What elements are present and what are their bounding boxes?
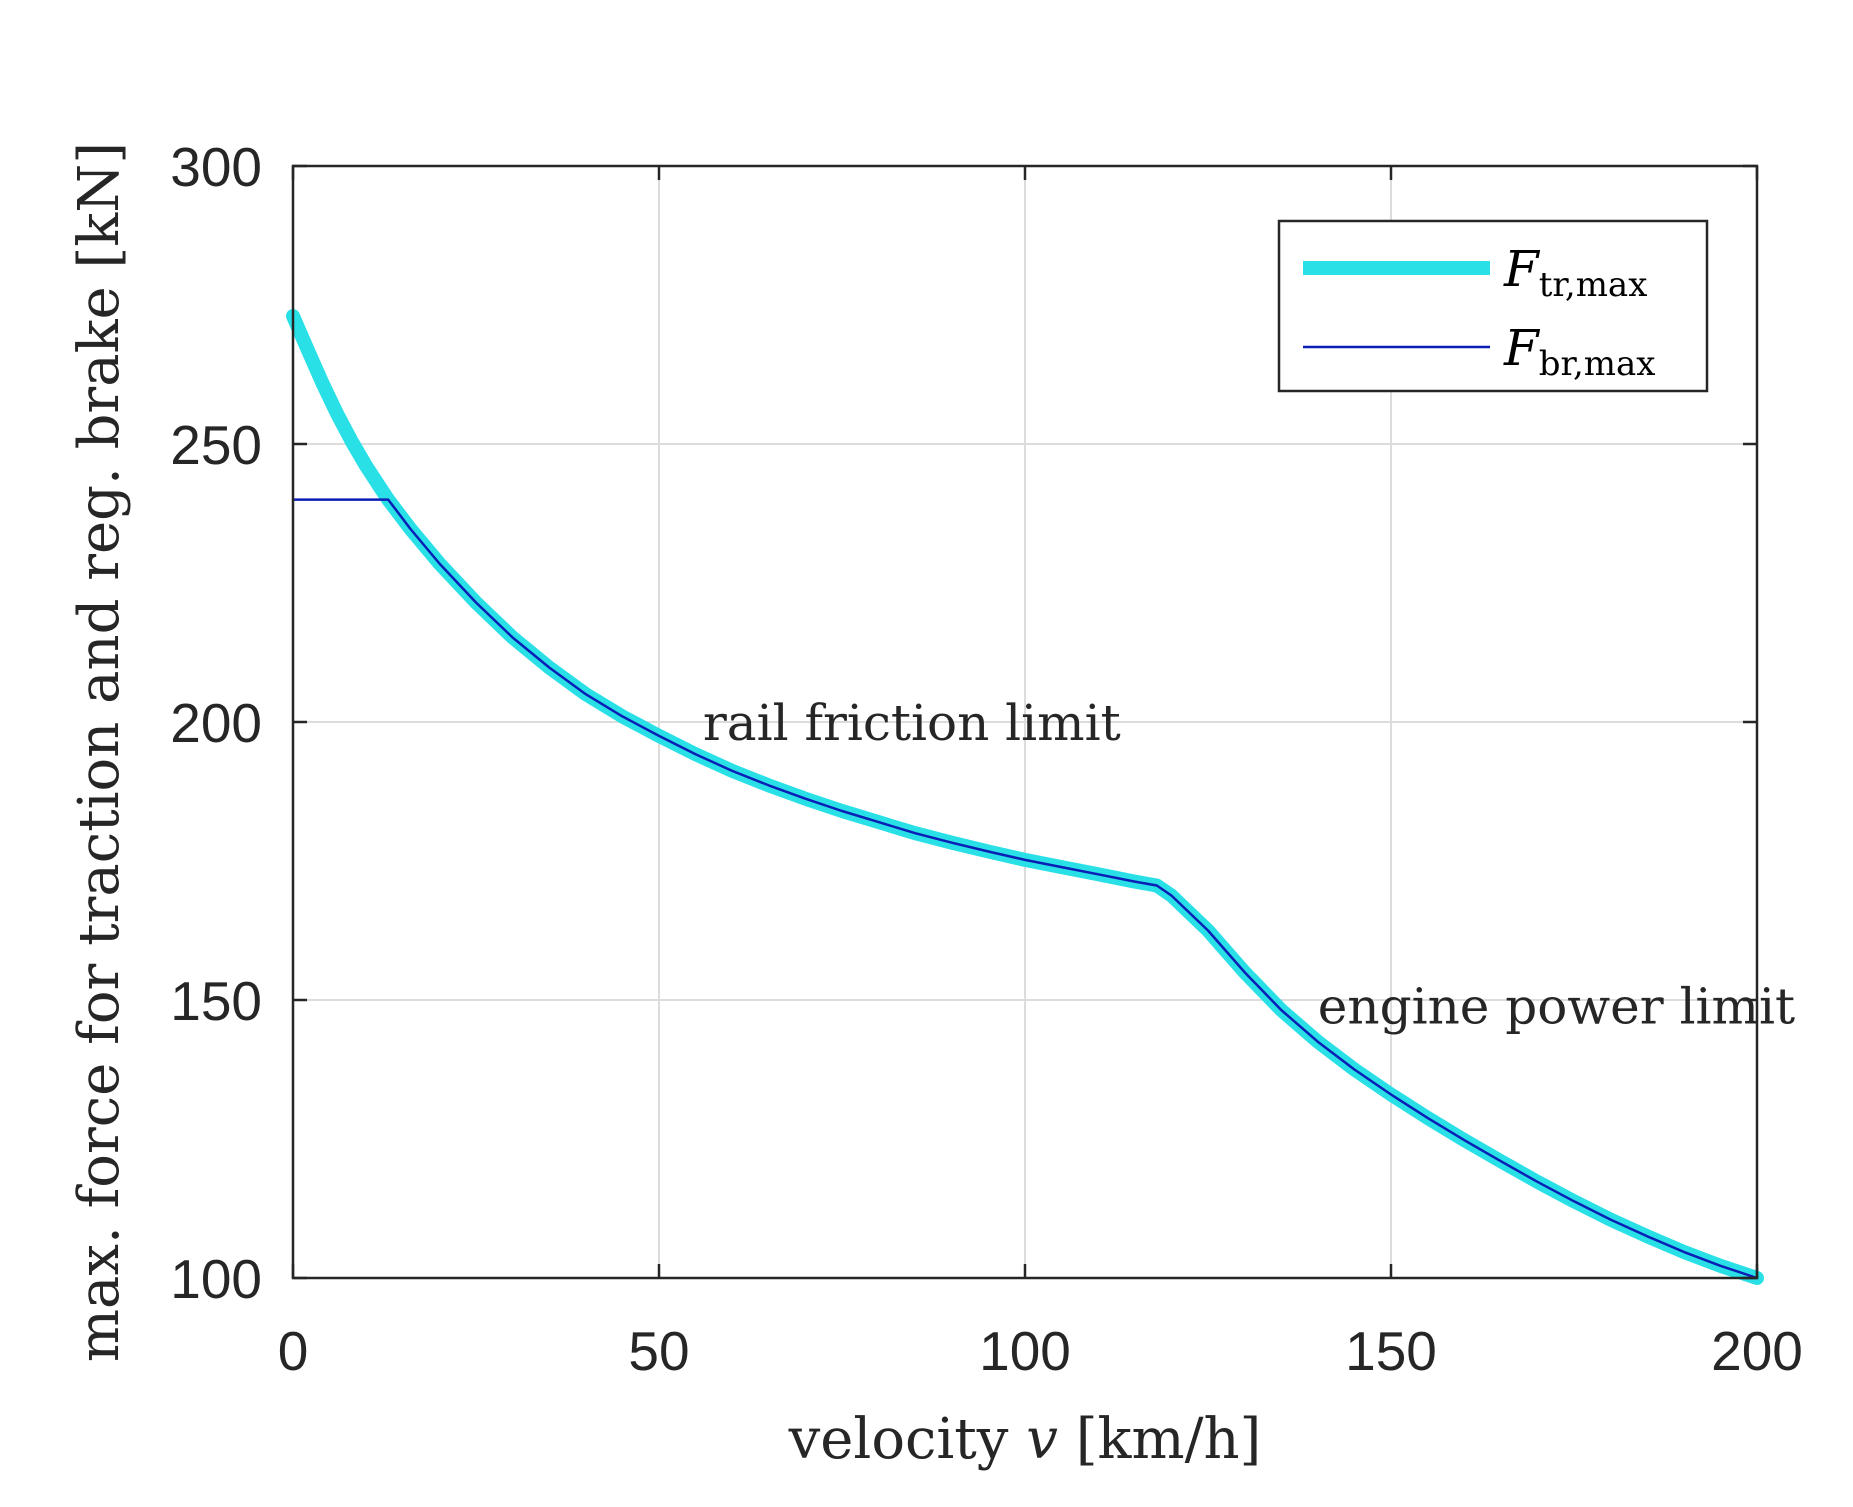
x-tick-label: 0 (278, 1320, 309, 1382)
legend-label-tr: Ftr,max (1503, 240, 1647, 305)
y-tick-label: 300 (170, 136, 262, 198)
y-tick-label: 100 (170, 1248, 262, 1310)
x-axis-label: velocity v [km/h] (788, 1407, 1262, 1472)
x-tick-label: 200 (1711, 1320, 1803, 1382)
y-tick-label: 250 (170, 414, 262, 476)
legend-label-br-main: F (1503, 319, 1541, 377)
annotations: rail friction limit engine power limit (703, 694, 1795, 1036)
x-axis-label-post: [km/h] (1058, 1407, 1261, 1472)
annotation-label: engine power limit (1318, 978, 1795, 1036)
y-tick-label: 200 (170, 692, 262, 754)
x-tick-label: 100 (979, 1320, 1071, 1382)
legend-label-br-sub: br,max (1539, 344, 1656, 384)
legend-box (1277, 219, 1709, 393)
legend-label-br: Fbr,max (1503, 319, 1655, 384)
y-axis-label: max. force for traction and reg. brake [… (67, 142, 132, 1362)
x-axis-label-pre: velocity (788, 1407, 1027, 1472)
annotation-label: rail friction limit (703, 694, 1121, 752)
x-axis-label-var: v (1026, 1407, 1058, 1472)
x-tick-label: 150 (1345, 1320, 1437, 1382)
series-lines (286, 309, 1764, 1285)
series-line-br-max (291, 498, 1759, 1280)
x-tick-label: 50 (628, 1320, 689, 1382)
y-tick-label: 150 (170, 970, 262, 1032)
legend-label-tr-main: F (1503, 240, 1541, 298)
legend-label-tr-sub: tr,max (1539, 265, 1648, 305)
ticks: 0 50 100 150 200 100 150 200 250 300 (170, 136, 1803, 1382)
legend: Ftr,max Fbr,max (1277, 219, 1709, 393)
